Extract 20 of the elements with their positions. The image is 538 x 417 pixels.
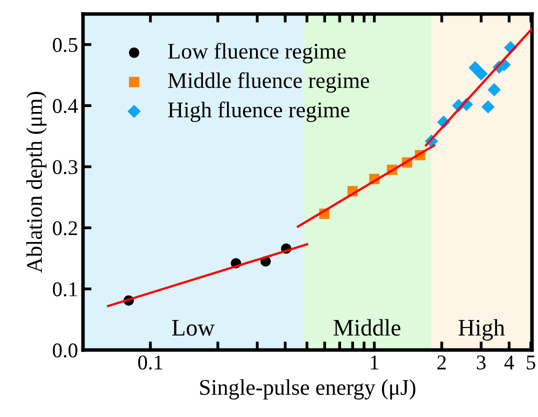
x-tick-label: 3 [476, 356, 486, 370]
y-tick-label: 0.2 [52, 221, 77, 236]
legend-label: High fluence regime [168, 102, 350, 122]
y-tick-label: 0.4 [52, 99, 78, 114]
band-label: Low [172, 320, 215, 336]
x-tick-label: 1 [370, 356, 378, 370]
legend-label: Middle fluence regime [168, 72, 370, 93]
y-tick-label: 0.3 [52, 160, 78, 174]
x-tick-label: 4 [504, 356, 514, 370]
y-tick-label: 0.1 [52, 282, 77, 296]
band-label: High [458, 319, 505, 341]
y-tick-label: 0.0 [52, 343, 78, 358]
x-tick-label: 2 [437, 356, 446, 370]
legend-label: Low fluence regime [168, 42, 346, 64]
band-label: Middle [334, 319, 400, 336]
y-axis-title: Ablation depth (μm) [26, 92, 47, 273]
x-axis-title: Single-pulse energy (μJ) [200, 379, 416, 400]
y-tick-label: 0.5 [52, 38, 78, 52]
x-tick-label: 0.1 [138, 355, 162, 370]
x-tick-label: 5 [526, 356, 536, 370]
